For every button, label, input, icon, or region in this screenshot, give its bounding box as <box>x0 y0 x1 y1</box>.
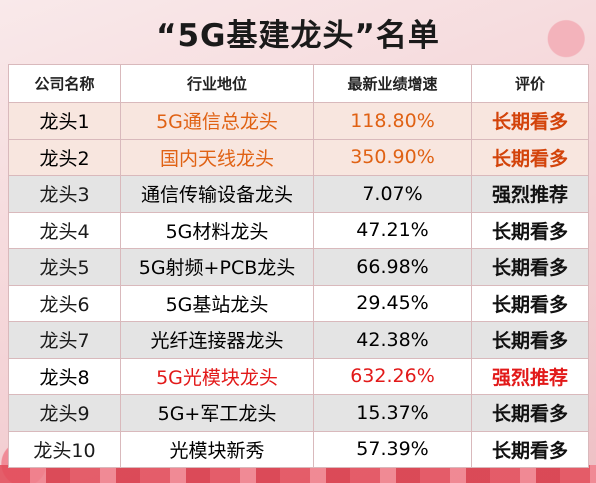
bottom-decorative-stripe <box>0 465 596 483</box>
company-cell: 龙头6 <box>8 284 121 322</box>
position-cell: 光纤连接器龙头 <box>120 321 314 359</box>
rating-cell: 强烈推荐 <box>471 175 589 213</box>
rating-cell: 长期看多 <box>471 211 589 249</box>
position-cell: 通信传输设备龙头 <box>120 175 314 213</box>
table-row: 龙头2 国内天线龙头 350.90% 长期看多 <box>8 138 589 176</box>
growth-cell: 350.90% <box>313 138 472 176</box>
company-cell: 龙头10 <box>8 430 121 468</box>
position-cell: 国内天线龙头 <box>120 138 314 176</box>
growth-cell: 47.21% <box>313 211 472 249</box>
company-cell: 龙头9 <box>8 394 121 432</box>
company-cell: 龙头7 <box>8 321 121 359</box>
rating-cell: 长期看多 <box>471 248 589 286</box>
header-rating: 评价 <box>471 64 589 103</box>
page-title: “5G基建龙头”名单 <box>156 18 440 54</box>
growth-cell: 632.26% <box>313 357 472 395</box>
table-row: 龙头4 5G材料龙头 47.21% 长期看多 <box>8 211 589 249</box>
header-growth: 最新业绩增速 <box>313 64 472 103</box>
stock-list-table: 公司名称 行业地位 最新业绩增速 评价 龙头1 5G通信总龙头 118.80% … <box>8 64 589 468</box>
table-row: 龙头10 光模块新秀 57.39% 长期看多 <box>8 430 589 468</box>
company-cell: 龙头3 <box>8 175 121 213</box>
position-cell: 5G+军工龙头 <box>120 394 314 432</box>
table-header-row: 公司名称 行业地位 最新业绩增速 评价 <box>8 64 589 103</box>
company-cell: 龙头8 <box>8 357 121 395</box>
table-row: 龙头6 5G基站龙头 29.45% 长期看多 <box>8 284 589 322</box>
company-cell: 龙头5 <box>8 248 121 286</box>
table-row: 龙头5 5G射频+PCB龙头 66.98% 长期看多 <box>8 248 589 286</box>
company-cell: 龙头2 <box>8 138 121 176</box>
position-cell: 5G光模块龙头 <box>120 357 314 395</box>
rating-cell: 长期看多 <box>471 102 589 140</box>
growth-cell: 57.39% <box>313 430 472 468</box>
company-cell: 龙头4 <box>8 211 121 249</box>
rating-cell: 长期看多 <box>471 321 589 359</box>
table-row: 龙头9 5G+军工龙头 15.37% 长期看多 <box>8 394 589 432</box>
rating-cell: 长期看多 <box>471 138 589 176</box>
table-row: 龙头7 光纤连接器龙头 42.38% 长期看多 <box>8 321 589 359</box>
table-row: 龙头1 5G通信总龙头 118.80% 长期看多 <box>8 102 589 140</box>
position-cell: 光模块新秀 <box>120 430 314 468</box>
growth-cell: 66.98% <box>313 248 472 286</box>
rating-cell: 长期看多 <box>471 394 589 432</box>
header-company: 公司名称 <box>8 64 121 103</box>
table-row: 龙头8 5G光模块龙头 632.26% 强烈推荐 <box>8 357 589 395</box>
rating-cell: 长期看多 <box>471 430 589 468</box>
growth-cell: 15.37% <box>313 394 472 432</box>
growth-cell: 7.07% <box>313 175 472 213</box>
table-row: 龙头3 通信传输设备龙头 7.07% 强烈推荐 <box>8 175 589 213</box>
rating-cell: 强烈推荐 <box>471 357 589 395</box>
header-position: 行业地位 <box>120 64 314 103</box>
rating-cell: 长期看多 <box>471 284 589 322</box>
position-cell: 5G基站龙头 <box>120 284 314 322</box>
growth-cell: 29.45% <box>313 284 472 322</box>
growth-cell: 118.80% <box>313 102 472 140</box>
position-cell: 5G通信总龙头 <box>120 102 314 140</box>
position-cell: 5G材料龙头 <box>120 211 314 249</box>
company-cell: 龙头1 <box>8 102 121 140</box>
position-cell: 5G射频+PCB龙头 <box>120 248 314 286</box>
growth-cell: 42.38% <box>313 321 472 359</box>
